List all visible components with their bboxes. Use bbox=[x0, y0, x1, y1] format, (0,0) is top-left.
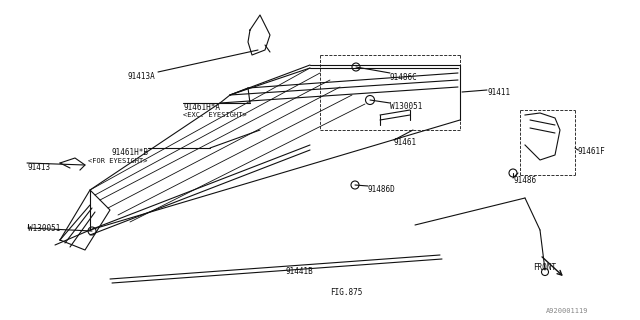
Text: 91413A: 91413A bbox=[127, 72, 155, 81]
Text: W130051: W130051 bbox=[390, 102, 422, 111]
Text: <FOR EYESIGHT>: <FOR EYESIGHT> bbox=[88, 158, 148, 164]
Text: 91413: 91413 bbox=[27, 163, 50, 172]
Text: 91461H*A: 91461H*A bbox=[183, 103, 220, 112]
Text: 91461F: 91461F bbox=[578, 147, 605, 156]
Text: 91411: 91411 bbox=[487, 88, 510, 97]
Text: A920001119: A920001119 bbox=[546, 308, 589, 314]
Text: 91461H*B: 91461H*B bbox=[111, 148, 148, 157]
Text: 91441B: 91441B bbox=[285, 267, 313, 276]
Text: FRONT: FRONT bbox=[533, 263, 556, 272]
Text: 91486: 91486 bbox=[513, 176, 536, 185]
Text: <EXC. EYESIGHT>: <EXC. EYESIGHT> bbox=[183, 112, 247, 118]
Text: 91461: 91461 bbox=[394, 138, 417, 147]
Text: FIG.875: FIG.875 bbox=[330, 288, 362, 297]
Text: 91486C: 91486C bbox=[390, 73, 418, 82]
Text: W130051: W130051 bbox=[28, 224, 60, 233]
Text: 91486D: 91486D bbox=[368, 185, 396, 194]
